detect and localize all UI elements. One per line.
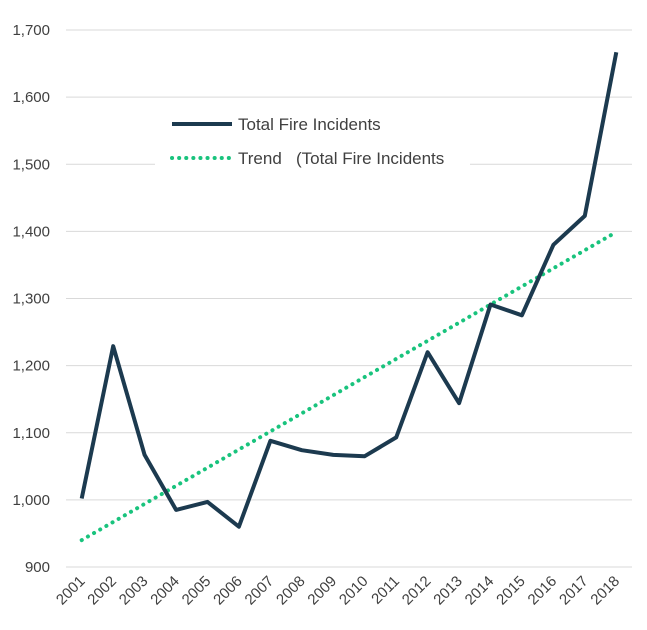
x-tick-label: 2016 bbox=[525, 573, 561, 609]
legend-label-trend: Trend (Total Fire Incidents bbox=[238, 149, 444, 168]
x-tick-label: 2014 bbox=[462, 573, 498, 609]
y-tick-label: 1,400 bbox=[12, 223, 50, 240]
x-tick-label: 2010 bbox=[336, 573, 372, 609]
series-line-total-fire-incidents bbox=[79, 51, 619, 529]
x-tick-label: 2009 bbox=[304, 573, 340, 609]
y-tick-label: 1,500 bbox=[12, 156, 50, 173]
x-tick-label: 2012 bbox=[399, 573, 435, 609]
x-tick-label: 2007 bbox=[242, 573, 278, 609]
y-tick-label: 1,300 bbox=[12, 291, 50, 308]
x-tick-label: 2005 bbox=[179, 573, 215, 609]
x-tick-label: 2002 bbox=[84, 573, 120, 609]
series-line-trend bbox=[79, 230, 619, 543]
y-tick-label: 1,200 bbox=[12, 358, 50, 375]
x-tick-label: 2011 bbox=[368, 573, 403, 608]
y-tick-label: 1,700 bbox=[12, 22, 50, 39]
legend-background bbox=[155, 100, 470, 180]
y-axis-tick-labels: 900 1,000 1,100 1,200 1,300 1,400 1,500 1,600 1,… bbox=[12, 22, 50, 576]
x-tick-label: 2008 bbox=[273, 573, 309, 609]
y-tick-label: 900 bbox=[25, 559, 50, 576]
legend: Total Fire Incidents Trend (Total Fire I… bbox=[155, 100, 470, 180]
y-tick-label: 1,100 bbox=[12, 425, 50, 442]
y-tick-label: 1,000 bbox=[12, 492, 50, 509]
series-lines bbox=[79, 51, 619, 543]
x-tick-label: 2015 bbox=[493, 573, 529, 609]
x-tick-label: 2004 bbox=[147, 573, 183, 609]
x-tick-label: 2003 bbox=[116, 573, 152, 609]
x-tick-label: 2018 bbox=[587, 573, 623, 609]
x-tick-label: 2013 bbox=[430, 573, 466, 609]
x-tick-label: 2001 bbox=[53, 573, 89, 609]
x-axis-tick-labels: 2001200220032004200520062007200820092010… bbox=[53, 573, 623, 609]
y-tick-label: 1,600 bbox=[12, 89, 50, 106]
x-tick-label: 2006 bbox=[210, 573, 246, 609]
legend-label-total-fire-incidents: Total Fire Incidents bbox=[238, 115, 381, 134]
x-tick-label: 2017 bbox=[556, 573, 592, 609]
